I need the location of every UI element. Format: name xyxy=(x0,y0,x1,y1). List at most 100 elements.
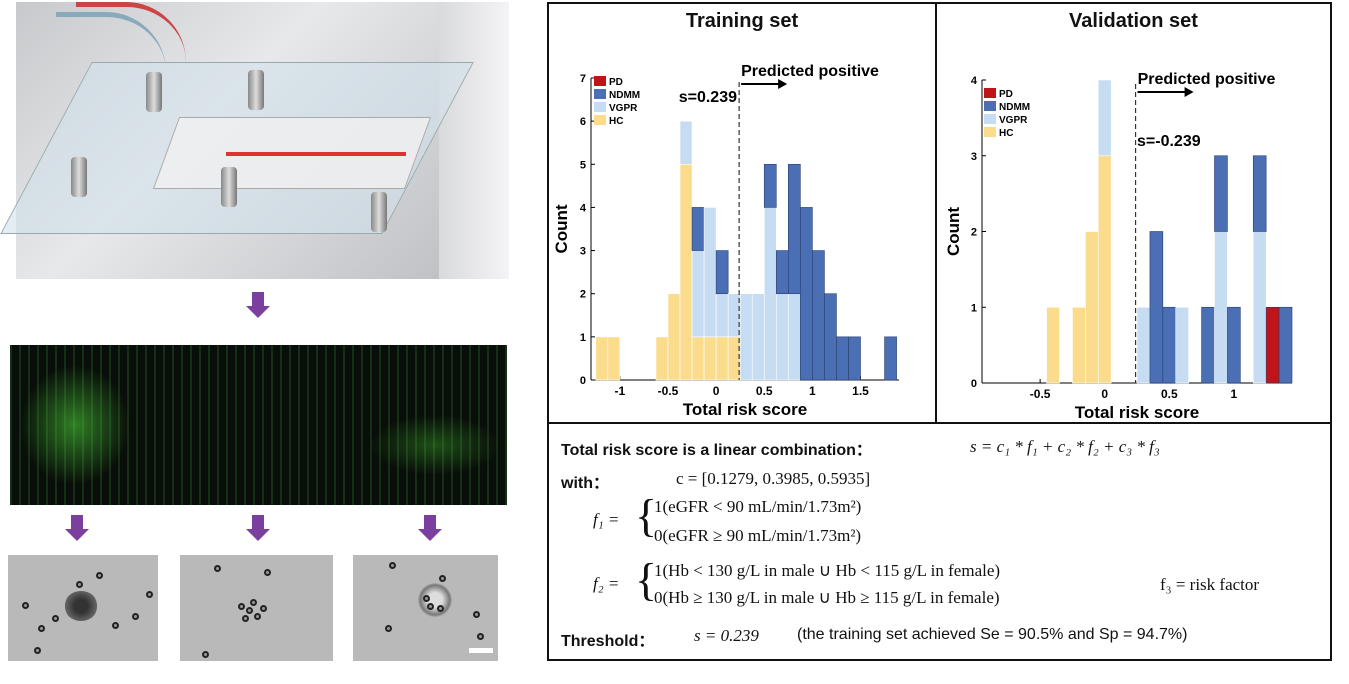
legend-label: NDMM xyxy=(609,90,640,101)
predicted-positive-label: Predicted positive xyxy=(1138,71,1276,88)
f1-case2: 0(eGFR ≥ 90 mL/min/1.73m²) xyxy=(654,526,862,545)
y-tick-label: 4 xyxy=(580,202,587,214)
histogram-bar-vgpr xyxy=(1175,306,1189,384)
histogram-bar-vgpr xyxy=(715,293,729,338)
histogram-bar-ndmm xyxy=(1252,155,1267,232)
y-tick-label: 2 xyxy=(971,227,977,239)
screw-post xyxy=(371,192,387,232)
y-axis-label: Count xyxy=(944,207,963,256)
legend-swatch xyxy=(594,76,606,86)
micrograph-2 xyxy=(180,555,333,661)
f1-name: f₁ = xyxy=(593,510,620,529)
histogram-bar-ndmm xyxy=(1162,306,1177,384)
histogram-bar-ndmm xyxy=(1201,306,1215,384)
legend-label: VGPR xyxy=(609,103,638,114)
histogram-bar-ndmm xyxy=(788,163,801,295)
x-tick-label: 1.5 xyxy=(852,384,869,398)
x-tick-label: 1 xyxy=(1231,387,1238,401)
histogram-bar-vgpr xyxy=(1097,79,1112,157)
x-tick-label: -0.5 xyxy=(1030,387,1051,401)
legend-label: HC xyxy=(609,116,623,127)
histogram-bar-hc xyxy=(1072,306,1086,384)
histogram-bar-vgpr xyxy=(751,293,765,381)
legend-label: PD xyxy=(609,77,623,88)
micrograph-1 xyxy=(8,555,158,661)
legend-swatch xyxy=(594,115,606,125)
x-axis-label: Total risk score xyxy=(1075,403,1199,422)
histogram-bar-hc xyxy=(607,336,621,381)
f2-case1: 1(Hb < 130 g/L in male ∪ Hb < 115 g/L in… xyxy=(654,561,1001,580)
histogram-bar-hc xyxy=(1097,155,1112,384)
training-title: Training set xyxy=(685,10,799,32)
x-tick-label: 0 xyxy=(713,384,720,398)
y-tick-label: 0 xyxy=(580,375,586,387)
histogram-bar-vgpr xyxy=(727,293,741,338)
fluorescence-image xyxy=(10,345,507,505)
arrow-right-icon xyxy=(778,79,788,89)
histogram-bar-hc xyxy=(691,336,705,381)
screw-post xyxy=(248,70,264,110)
scale-bar xyxy=(469,648,493,653)
histogram-bar-vgpr xyxy=(1136,306,1151,384)
histogram-bar-ndmm xyxy=(775,250,789,295)
histogram-bar-ndmm xyxy=(800,207,813,381)
legend-label: HC xyxy=(999,128,1013,139)
histogram-bar-ndmm xyxy=(812,250,825,381)
screw-post xyxy=(221,167,237,207)
brace-icon: { xyxy=(635,554,658,605)
device-wall xyxy=(439,2,509,279)
x-tick-label: 0.5 xyxy=(1161,387,1178,401)
histogram-bar-hc xyxy=(727,336,741,381)
histogram-bar-ndmm xyxy=(848,336,861,381)
x-tick-label: -1 xyxy=(615,384,626,398)
histogram-bar-ndmm xyxy=(1278,306,1293,384)
histogram-bar-ndmm xyxy=(691,207,705,251)
histogram-bar-vgpr xyxy=(775,293,789,381)
histogram-bar-vgpr xyxy=(679,120,693,165)
legend-swatch xyxy=(594,89,606,99)
histogram-bar-hc xyxy=(667,293,681,381)
y-tick-label: 0 xyxy=(971,378,977,390)
histogram-bar-vgpr xyxy=(1214,231,1228,384)
histogram-bar-ndmm xyxy=(824,293,837,381)
histogram-bar-ndmm xyxy=(1214,155,1228,232)
y-tick-label: 1 xyxy=(580,332,586,344)
legend-swatch xyxy=(984,88,996,98)
f2-name: f₂ = xyxy=(593,574,620,593)
f1-case1: 1(eGFR < 90 mL/min/1.73m²) xyxy=(654,497,862,516)
y-tick-label: 7 xyxy=(580,73,586,85)
formula-intro: Total risk score is a linear combination… xyxy=(561,442,872,459)
histogram-bar-hc xyxy=(595,336,609,381)
y-tick-label: 4 xyxy=(971,75,978,87)
threshold-value-label: s=0.239 xyxy=(679,89,737,106)
histogram-bar-hc xyxy=(715,336,729,381)
validation-histogram: 0 1 2 3 4 -0.5 0 0.5 1 Predicted positive s=-0.239… xyxy=(944,71,1293,422)
red-channel xyxy=(226,152,406,156)
threshold-value: s = 0.239 xyxy=(694,626,759,645)
threshold-note: (the training set achieved Se = 90.5% an… xyxy=(797,626,1188,643)
f2-case2: 0(Hb ≥ 130 g/L in male ∪ Hb ≥ 115 g/L in… xyxy=(654,588,1000,607)
histogram-bar-hc xyxy=(703,336,717,381)
tube xyxy=(76,2,186,67)
histogram-bar-hc xyxy=(1085,231,1099,384)
threshold-label: Threshold： xyxy=(561,633,655,650)
with-label: with： xyxy=(561,475,609,492)
histogram-bar-pd xyxy=(1265,306,1280,384)
formula-panel xyxy=(547,422,1332,661)
x-axis-label: Total risk score xyxy=(683,400,807,419)
y-tick-label: 3 xyxy=(971,151,977,163)
histogram-bar-vgpr xyxy=(703,207,717,338)
legend-label: NDMM xyxy=(999,102,1030,113)
x-tick-label: 1 xyxy=(809,384,816,398)
threshold-value-label: s=-0.239 xyxy=(1137,133,1201,150)
histogram-bar-ndmm xyxy=(1149,231,1164,384)
legend-label: PD xyxy=(999,89,1013,100)
histogram-bar-ndmm xyxy=(763,163,777,208)
legend-swatch xyxy=(984,114,996,124)
micrograph-3 xyxy=(353,555,498,661)
device-photo xyxy=(0,2,509,279)
histogram-bar-vgpr xyxy=(691,250,705,338)
predicted-positive-label: Predicted positive xyxy=(741,63,879,80)
y-tick-label: 5 xyxy=(580,159,586,171)
histogram-bar-vgpr xyxy=(1252,231,1267,384)
